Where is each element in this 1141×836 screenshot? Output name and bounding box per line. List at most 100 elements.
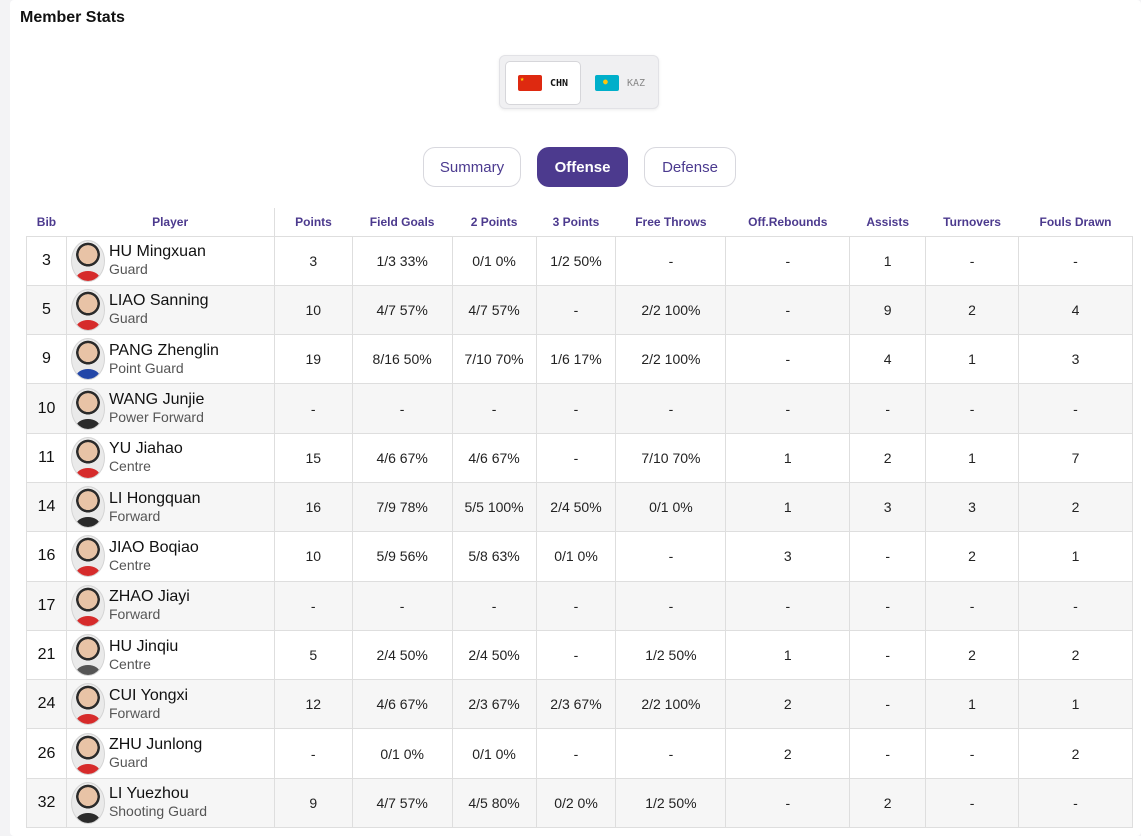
stat-cell-oreb: - [725, 334, 851, 385]
tab-offense[interactable]: Offense [537, 147, 628, 187]
player-cell[interactable]: ZHAO Jiayi Forward [65, 580, 275, 631]
stat-cell-ft: - [615, 383, 727, 434]
stat-cell-fg: 0/1 0% [351, 728, 453, 779]
player-name[interactable]: HU Mingxuan [108, 243, 206, 261]
player-name[interactable]: ZHU Junlong [108, 736, 203, 754]
stat-cell-fg: 5/9 56% [351, 531, 453, 582]
column-header[interactable]: Assists [866, 214, 910, 229]
stat-cell-fd: - [1018, 235, 1133, 286]
stat-cell-fg: - [351, 580, 453, 631]
player-cell[interactable]: CUI Yongxi Forward [65, 679, 275, 730]
table-row[interactable]: 14 LI Hongquan Forward 16 7/9 78% 5/5 100% 2/4… [26, 481, 1133, 533]
player-name[interactable]: LI Yuezhou [108, 785, 189, 803]
stat-cell-p2: 7/10 70% [451, 334, 537, 385]
player-cell[interactable]: HU Jinqiu Centre [65, 629, 275, 681]
player-cell[interactable]: WANG Junjie Power Forward [65, 383, 275, 434]
table-row[interactable]: 16 JIAO Boqiao Centre 10 5/9 56% 5/8 63% 0/1 0… [26, 531, 1133, 582]
player-name[interactable]: YU Jiahao [108, 440, 183, 458]
player-cell[interactable]: JIAO Boqiao Centre [65, 531, 275, 582]
bib-cell: 24 [26, 679, 67, 730]
stat-cell-points: 16 [273, 481, 353, 533]
table-row[interactable]: 10 WANG Junjie Power Forward - - - - - - - - - [26, 383, 1133, 434]
player-cell[interactable]: HU Mingxuan Guard [65, 235, 275, 286]
stat-cell-fg: 2/4 50% [351, 629, 453, 681]
column-header[interactable]: 3 Points [552, 214, 600, 229]
table-row[interactable]: 5 LIAO Sanning Guard 10 4/7 57% 4/7 57% -2/2 1… [26, 284, 1133, 336]
stat-cell-ast: 9 [849, 284, 927, 336]
stat-cell-p3: - [535, 629, 617, 681]
stat-cell-ft: 2/2 100% [615, 679, 727, 730]
bib-cell: 14 [26, 481, 67, 533]
player-name[interactable]: PANG Zhenglin [108, 341, 219, 359]
player-avatar [70, 387, 105, 430]
column-header[interactable]: Off.Rebounds [748, 214, 828, 229]
stat-cell-ast: - [849, 580, 927, 631]
player-name[interactable]: LI Hongquan [108, 489, 201, 507]
stat-cell-tov: 3 [925, 481, 1020, 533]
table-row[interactable]: 11 YU Jiahao Centre 15 4/6 67% 4/6 67% -7/10 7… [26, 432, 1133, 483]
player-cell[interactable]: YU Jiahao Centre [65, 432, 275, 483]
player-position: Forward [108, 606, 161, 623]
player-name[interactable]: CUI Yongxi [108, 686, 189, 704]
stat-cell-p3: 2/4 50% [535, 481, 617, 533]
stat-cell-points: - [273, 383, 353, 434]
stat-cell-tov: - [925, 580, 1020, 631]
column-header[interactable]: Turnovers [943, 214, 1001, 229]
stat-cell-fg: 8/16 50% [351, 334, 453, 385]
player-cell[interactable]: ZHU Junlong Guard [65, 728, 275, 779]
player-position: Guard [108, 754, 148, 771]
stat-cell-fg: 4/6 67% [351, 679, 453, 730]
stat-cell-tov: 1 [925, 679, 1020, 730]
column-header[interactable]: Bib [36, 214, 57, 229]
player-cell[interactable]: LI Yuezhou Shooting Guard [65, 777, 275, 829]
table-row[interactable]: 17 ZHAO Jiayi Forward - - - - - - - - - [26, 580, 1133, 631]
player-name[interactable]: WANG Junjie [108, 391, 205, 409]
column-header[interactable]: Field Goals [369, 214, 435, 229]
player-position: Point Guard [108, 359, 184, 376]
table-row[interactable]: 3 HU Mingxuan Guard 3 1/3 33% 0/1 0% 1/2 50% - -… [26, 235, 1133, 286]
column-header[interactable]: Points [295, 214, 332, 229]
stat-cell-fg: 4/6 67% [351, 432, 453, 483]
stat-cell-ast: - [849, 629, 927, 681]
bib-cell: 11 [26, 432, 67, 483]
table-row[interactable]: 24 CUI Yongxi Forward 12 4/6 67% 2/3 67% 2/3 6… [26, 679, 1133, 730]
stat-cell-fg: - [351, 383, 453, 434]
stat-cell-p3: 2/3 67% [535, 679, 617, 730]
player-cell[interactable]: LIAO Sanning Guard [65, 284, 275, 336]
stat-cell-oreb: 1 [725, 629, 851, 681]
player-name[interactable]: LIAO Sanning [108, 292, 209, 310]
stat-cell-p3: - [535, 580, 617, 631]
stat-cell-points: 10 [273, 531, 353, 582]
stat-cell-ft: 1/2 50% [615, 629, 727, 681]
table-row[interactable]: 32 LI Yuezhou Shooting Guard 9 4/7 57% 4/5 80… [26, 777, 1133, 829]
column-header[interactable]: Player [66, 208, 275, 236]
table-row[interactable]: 26 ZHU Junlong Guard -0/1 0% 0/1 0% - -2- -2 [26, 728, 1133, 779]
bib-cell: 26 [26, 728, 67, 779]
player-cell[interactable]: PANG Zhenglin Point Guard [65, 334, 275, 385]
stat-cell-fd: 1 [1018, 679, 1133, 730]
stat-cell-tov: 1 [925, 432, 1020, 483]
player-name[interactable]: JIAO Boqiao [108, 538, 199, 556]
stat-cell-ft: - [615, 728, 727, 779]
team-button-kaz[interactable]: KAZ [582, 61, 658, 105]
team-button-chn[interactable]: CHN [505, 61, 581, 105]
column-header[interactable]: Fouls Drawn [1039, 214, 1112, 229]
stat-cell-p2: 4/6 67% [451, 432, 537, 483]
player-avatar [70, 732, 105, 775]
stat-cell-ft: - [615, 235, 727, 286]
player-cell[interactable]: LI Hongquan Forward [65, 481, 275, 533]
bib-cell: 5 [26, 284, 67, 336]
player-name[interactable]: HU Jinqiu [108, 637, 179, 655]
stat-cell-fg: 4/7 57% [351, 284, 453, 336]
player-name[interactable]: ZHAO Jiayi [108, 588, 190, 606]
bib-cell: 16 [26, 531, 67, 582]
table-row[interactable]: 9 PANG Zhenglin Point Guard 19 8/16 50% 7/10 … [26, 334, 1133, 385]
stat-cell-ast: - [849, 679, 927, 730]
column-header[interactable]: 2 Points [470, 214, 518, 229]
tab-defense[interactable]: Defense [644, 147, 736, 187]
kazakhstan-flag-icon [594, 75, 619, 91]
team-code: KAZ [626, 77, 646, 89]
table-row[interactable]: 21 HU Jinqiu Centre 5 2/4 50% 2/4 50% -1/2 50%… [26, 629, 1133, 681]
tab-summary[interactable]: Summary [423, 147, 521, 187]
column-header[interactable]: Free Throws [635, 214, 707, 229]
